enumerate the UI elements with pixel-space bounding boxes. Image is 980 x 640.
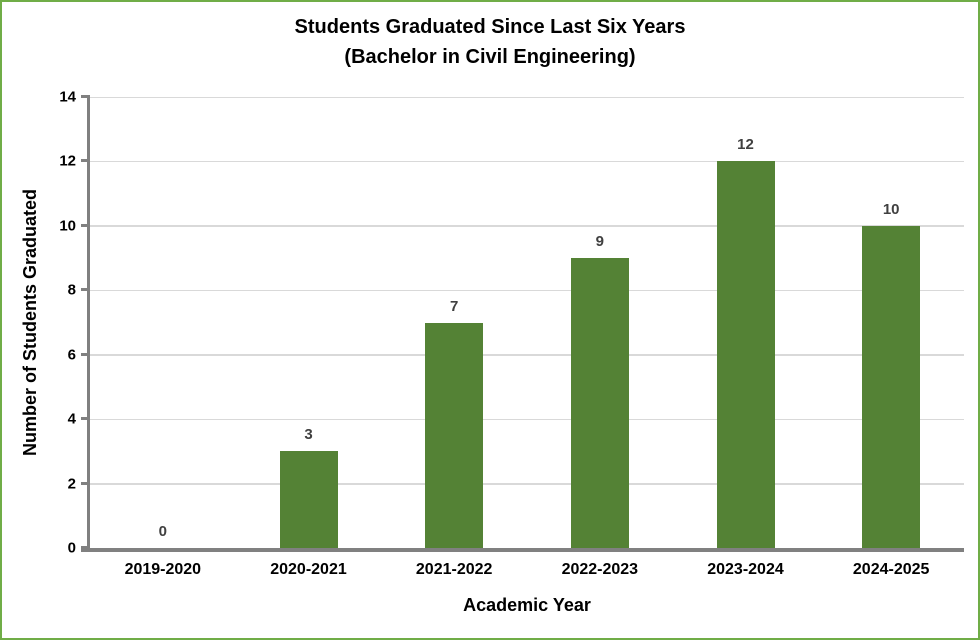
y-axis-tick-labels: 0 2 4 6 8 10 12 14 — [2, 90, 76, 556]
grid-line — [90, 418, 964, 421]
grid-line — [90, 289, 964, 292]
y-tick-label: 2 — [67, 475, 76, 493]
bar — [425, 322, 484, 548]
bar — [862, 225, 921, 548]
bar-value-label: 3 — [304, 426, 313, 444]
x-tick-label: 2020-2021 — [270, 561, 347, 578]
bar-value-label: 9 — [595, 233, 604, 251]
y-axis-line — [87, 95, 90, 548]
y-tick-mark — [81, 352, 88, 356]
bar — [570, 258, 629, 548]
bar-value-label: 12 — [737, 136, 754, 154]
y-tick-mark — [81, 159, 88, 163]
bar — [716, 161, 775, 548]
x-axis-title: Academic Year — [463, 595, 591, 615]
chart-subtitle: (Bachelor in Civil Engineering) — [344, 46, 636, 68]
chart-title: Students Graduated Since Last Six Years — [294, 16, 686, 38]
y-tick-label: 6 — [67, 346, 76, 364]
chart-title-block: Students Graduated Since Last Six Years … — [2, 12, 978, 72]
y-tick-label: 0 — [67, 539, 76, 557]
x-tick-label: 2022-2023 — [561, 561, 639, 578]
plot-area: 0 3 7 9 12 10 — [81, 95, 964, 552]
x-tick-label: 2023-2024 — [707, 561, 784, 578]
y-tick-mark — [81, 546, 88, 549]
x-tick-label: 2024-2025 — [852, 561, 930, 578]
grid-line — [90, 160, 964, 163]
x-axis-line — [81, 548, 964, 552]
y-tick-mark — [81, 288, 88, 292]
bar-value-label: 10 — [882, 200, 900, 218]
grid-line — [90, 354, 964, 356]
y-tick-mark — [81, 95, 88, 98]
bar-value-label: 7 — [449, 297, 459, 315]
grid-line — [90, 225, 964, 227]
y-tick-mark — [81, 417, 88, 421]
y-tick-label: 8 — [67, 281, 76, 299]
y-tick-label: 4 — [67, 410, 76, 428]
y-tick-label: 14 — [59, 88, 76, 106]
grid-line — [90, 483, 964, 485]
y-tick-label: 12 — [59, 152, 76, 170]
bar — [279, 451, 338, 548]
bar-value-label: 0 — [158, 523, 167, 540]
grid-line — [90, 96, 964, 98]
x-tick-label: 2021-2022 — [415, 561, 493, 578]
y-tick-label: 10 — [59, 217, 76, 235]
y-tick-mark — [81, 223, 88, 227]
x-tick-label: 2019-2020 — [124, 561, 202, 578]
x-axis-tick-labels: 2019-2020 2020-2021 2021-2022 2022-2023 2023… — [90, 561, 964, 583]
y-tick-mark — [81, 481, 88, 485]
